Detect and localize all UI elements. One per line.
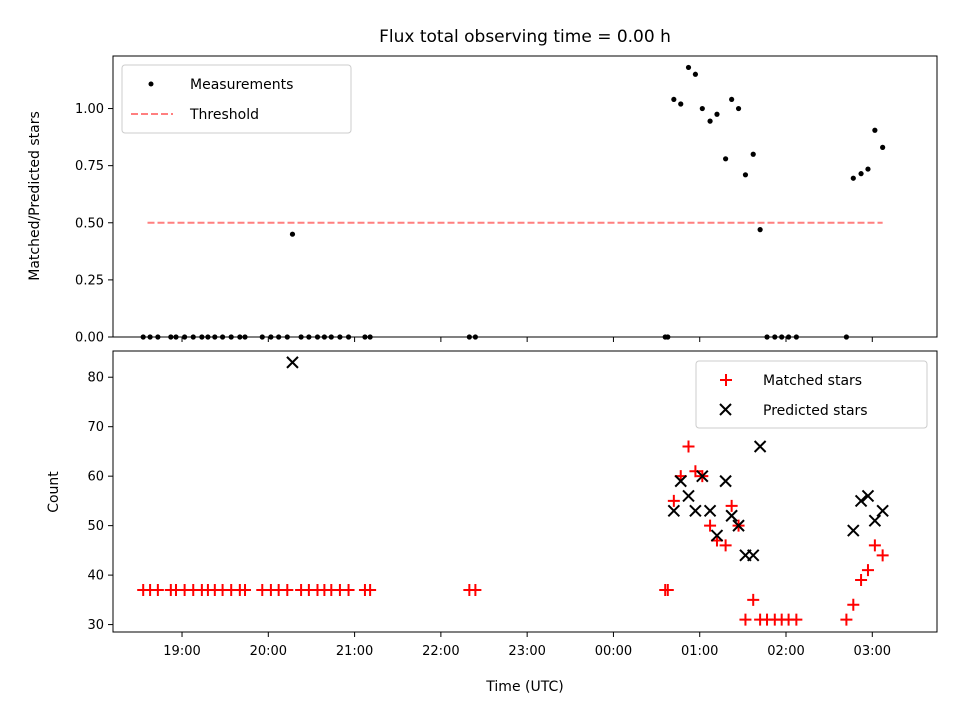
matched-stars-point [239,583,252,596]
bottom-y-tick-label: 70 [87,420,104,435]
measurement-point [729,96,735,103]
top-y-tick-label: 0.75 [75,159,104,174]
matched-stars-point [364,583,377,596]
predicted-stars-point [747,549,760,562]
measurement-point [692,71,699,77]
matched-stars-point [861,564,874,577]
predicted-stars-point [674,474,687,488]
predicted-stars-point [286,356,299,369]
matched-stars-point [661,583,674,596]
predicted-stars-point [725,509,738,522]
predicted-stars-point [696,469,709,483]
measurement-point [750,151,756,157]
predicted-stars-point [710,529,724,542]
bottom-axes-frame [112,350,938,633]
top-plot-area: 0.00 0.25 0.50 0.75 1.00 [75,55,938,346]
predicted-stars-point [854,494,868,508]
bottom-y-tick-label: 80 [87,371,104,386]
matched-stars-point [876,549,889,562]
bottom-y-tick-label: 60 [87,470,104,485]
matched-stars-point [667,494,680,507]
x-tick-label: 20:00 [250,644,287,659]
predicted-stars-point [719,474,732,488]
matched-stars-point [689,465,702,478]
legend-dot-marker [148,81,154,87]
x-tick-label: 03:00 [854,644,891,659]
bottom-legend-box [695,360,928,429]
matched-stars-point [868,539,881,552]
legend-plus-marker [720,374,732,386]
predicted-stars-point [861,489,875,503]
x-tick-label: 19:00 [163,644,200,659]
predicted-stars-point [689,504,702,518]
bottom-legend: Matched stars Predicted stars [695,360,928,429]
matched-stars-point [847,598,860,611]
predicted-stars-point [876,504,889,518]
measurement-point [678,101,684,107]
bottom-plot-area: 30 40 50 60 70 80 19:00 20:00 21:00 22:00 23:00 00:… [87,350,938,659]
x-tick-label: 22:00 [422,644,459,659]
matched-stars-point [725,499,738,512]
x-tick-label: 01:00 [681,644,718,659]
top-chart-title: Flux total observing time = 0.00 h [379,27,671,47]
legend-label-matched-stars: Matched stars [763,373,862,389]
bottom-y-tick-label: 30 [87,618,104,633]
measurement-point [858,171,864,177]
top-axes-frame [112,55,938,338]
top-legend-box [121,64,352,134]
matched-stars-point [682,440,695,453]
legend-label-predicted-stars: Predicted stars [763,403,868,419]
measurement-point [742,172,749,178]
top-legend: Measurements Threshold [121,64,352,134]
measurement-point [699,105,705,112]
predicted-stars-point [868,514,882,527]
predicted-stars-point [732,519,745,532]
matched-stars-point [855,574,868,587]
x-tick-label: 21:00 [336,644,373,659]
measurement-point [707,118,713,124]
measurement-point [289,231,296,237]
bottom-y-tick-label: 50 [87,519,104,534]
x-tick-label: 23:00 [508,644,545,659]
matched-stars-point [342,583,355,596]
matched-stars-point [469,583,482,596]
measurement-point [685,64,692,71]
matched-stars-point [719,539,732,552]
legend-label-threshold: Threshold [189,107,259,123]
matched-stars-point [840,613,853,626]
legend-x-marker [719,403,732,416]
x-axis-label: Time (UTC) [485,679,563,695]
predicted-stars-point [682,489,695,503]
top-y-tick-label: 0.50 [75,216,104,231]
top-y-tick-label: 1.00 [75,102,104,117]
matched-stars-point [704,519,717,532]
legend-label-measurements: Measurements [190,77,293,93]
measurement-point [880,144,886,150]
measurement-point [872,127,878,133]
measurement-point [671,96,677,103]
predicted-stars-point [703,504,717,518]
predicted-stars-point [667,504,681,518]
measurement-point [723,156,729,162]
matched-stars-point [151,583,164,596]
bottom-y-axis-label: Count [46,471,62,513]
measurement-point [757,227,763,233]
top-y-tick-label: 0.00 [75,331,104,346]
matched-stars-point [747,593,760,606]
predicted-stars-point [753,440,767,453]
measurement-point [865,166,871,172]
x-tick-label: 02:00 [767,644,804,659]
measurement-point [735,105,742,112]
matched-stars-point [739,613,752,626]
top-y-tick-label: 0.25 [75,273,104,288]
matched-stars-point [790,613,803,626]
measurement-point [714,111,720,117]
bottom-y-tick-label: 40 [87,569,104,584]
x-tick-label: 00:00 [595,644,632,659]
matched-stars-point [281,583,294,596]
predicted-stars-point [847,524,860,537]
measurement-point [850,175,856,181]
top-y-axis-label: Matched/Predicted stars [27,111,43,281]
